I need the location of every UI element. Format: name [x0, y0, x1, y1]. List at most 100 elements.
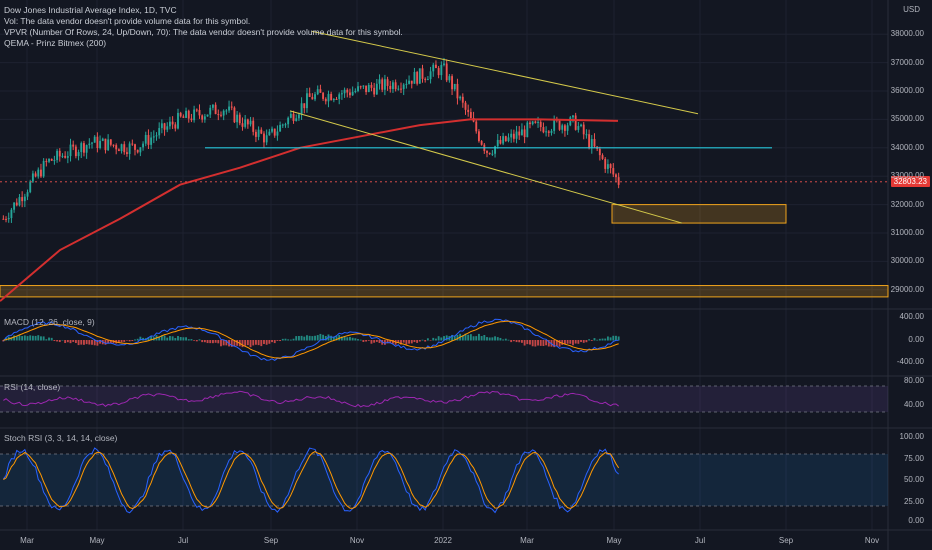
macd-bar: [496, 337, 499, 341]
macd-bar: [335, 336, 338, 341]
macd-bar: [99, 340, 102, 344]
macd-bar: [534, 340, 537, 347]
macd-bar: [177, 336, 179, 341]
candle-body: [459, 96, 462, 99]
macd-bar: [222, 340, 225, 346]
candle-body: [464, 102, 467, 110]
macd-label[interactable]: MACD (12, 26, close, 9): [4, 317, 95, 327]
macd-bar: [416, 340, 419, 343]
macd-bar: [429, 340, 432, 341]
candle-body: [193, 109, 196, 121]
stoch-tick: 0.00: [908, 516, 924, 525]
macd-bar: [526, 340, 529, 345]
macd-bar: [617, 336, 620, 341]
candle-body: [126, 152, 128, 154]
stoch-tick: 100.00: [899, 432, 924, 441]
price-tick: 38000.00: [890, 29, 924, 39]
candle-body: [467, 109, 470, 113]
candle-body: [222, 110, 225, 116]
stoch-tick: 25.00: [903, 497, 924, 506]
candle-body: [80, 143, 83, 153]
candle-body: [563, 125, 566, 131]
macd-bar: [211, 340, 214, 344]
macd-bar: [340, 336, 343, 341]
candle-body: [34, 173, 37, 177]
candle-body: [577, 126, 580, 130]
candle-body: [609, 164, 612, 169]
candle-body: [279, 124, 282, 132]
candle-body: [252, 120, 255, 132]
currency-label[interactable]: USD: [903, 5, 920, 14]
candle-body: [2, 218, 5, 220]
macd-bar: [365, 340, 368, 342]
candle-body: [93, 136, 96, 143]
candle-body: [300, 103, 303, 115]
candle-body: [112, 144, 115, 146]
candle-body: [104, 138, 107, 151]
candle-body: [383, 79, 386, 90]
candle-body: [437, 68, 440, 76]
macd-bar: [378, 340, 381, 344]
candle-body: [405, 83, 408, 85]
macd-bar: [83, 340, 85, 345]
macd-bar: [306, 335, 308, 341]
candle-body: [273, 128, 276, 136]
rsi-label[interactable]: RSI (14, close): [4, 382, 61, 392]
macd-bar: [287, 339, 290, 341]
macd-bar: [26, 336, 29, 341]
macd-bar: [168, 336, 171, 341]
macd-bar: [561, 340, 564, 345]
candle-body: [480, 141, 483, 145]
macd-bar: [451, 334, 454, 341]
stoch-tick: 50.00: [903, 475, 924, 484]
candle-body: [107, 139, 110, 151]
candle-body: [209, 107, 212, 115]
macd-bar: [179, 336, 182, 341]
candle-body: [416, 72, 419, 84]
vpvr-legend[interactable]: VPVR (Number Of Rows, 24, Up/Down, 70): …: [4, 27, 403, 37]
candle-body: [512, 133, 515, 139]
candle-body: [152, 136, 155, 138]
candle-body: [448, 76, 451, 81]
candle-body: [37, 169, 40, 177]
candle-body: [61, 155, 64, 157]
macd-bar: [375, 340, 378, 342]
stoch-label[interactable]: Stoch RSI (3, 3, 14, 14, close): [4, 433, 118, 443]
candle-body: [469, 112, 472, 119]
macd-bar: [15, 336, 18, 341]
candle-body: [185, 110, 187, 118]
macd-bar: [367, 340, 370, 341]
qema-legend[interactable]: QEMA - Prinz Bitmex (200): [4, 38, 107, 48]
candle-body: [88, 143, 91, 146]
price-tick: 31000.00: [890, 228, 924, 237]
macd-bar: [593, 338, 596, 341]
macd-bar: [174, 338, 177, 341]
macd-bar: [10, 337, 13, 341]
candle-body: [477, 131, 480, 142]
macd-bar: [158, 336, 161, 341]
macd-bar: [284, 338, 287, 341]
macd-bar: [480, 336, 483, 341]
macd-bar: [563, 340, 566, 345]
candle-body: [324, 98, 327, 102]
candle-body: [168, 121, 171, 127]
macd-bar: [319, 333, 322, 341]
macd-bar: [590, 340, 593, 341]
macd-bar: [545, 340, 548, 346]
macd-bar: [604, 338, 607, 341]
macd-bar: [182, 337, 185, 341]
macd-bar: [279, 340, 282, 342]
candle-body: [284, 124, 287, 126]
macd-bar: [109, 340, 112, 344]
symbol-title[interactable]: Dow Jones Industrial Average Index, 1D, …: [4, 5, 177, 15]
macd-bar: [373, 340, 376, 343]
stoch-band: [0, 454, 888, 506]
candle-body: [486, 150, 488, 153]
macd-bar: [292, 338, 295, 341]
vol-legend[interactable]: Vol: The data vendor doesn't provide vol…: [4, 16, 251, 26]
candle-body: [265, 135, 268, 143]
macd-bar: [185, 337, 187, 341]
macd-bar: [77, 340, 80, 346]
